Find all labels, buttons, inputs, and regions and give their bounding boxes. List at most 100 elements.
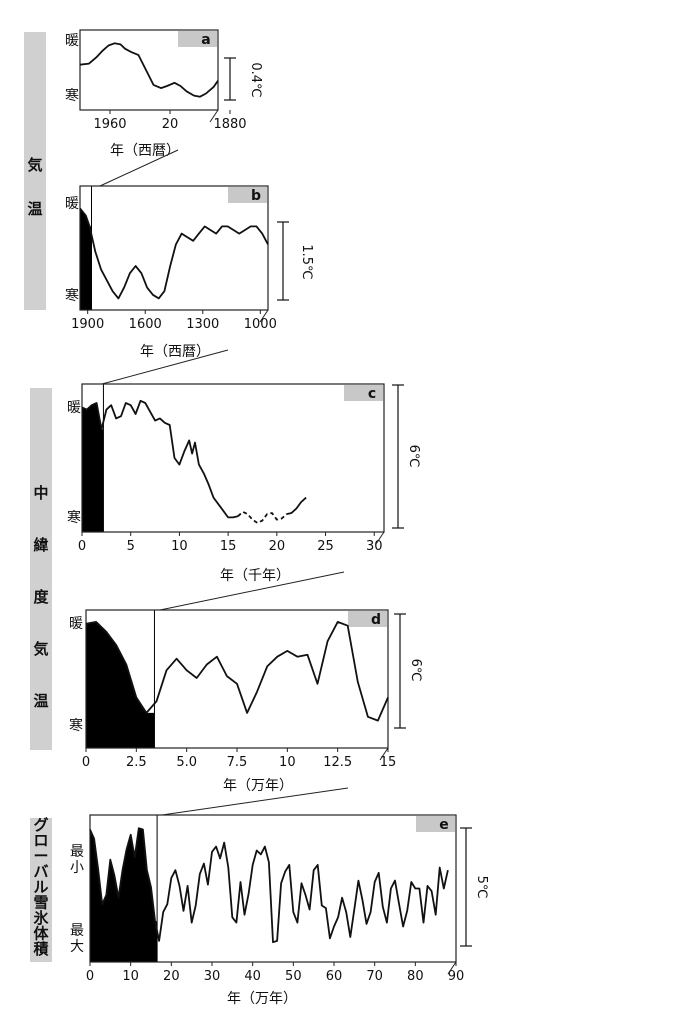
panel-a-tick-label: 1880 [213, 117, 246, 132]
panel-e-tag: e [439, 817, 449, 833]
zoom-connector-0 [99, 149, 179, 187]
panel-c-series-line-0 [81, 399, 239, 519]
panel-c-corner [375, 531, 385, 545]
panel-a-scale-label: 0.4℃ [248, 62, 263, 97]
panel-a-tag-bg [178, 31, 217, 47]
panel-b-tick-label: 1300 [186, 317, 219, 332]
panel-e-series-line-0 [89, 827, 449, 944]
panel-a-frame [79, 29, 219, 111]
panel-b-warm-label: 暖 [65, 196, 79, 212]
svg-text:中: 中 [33, 484, 48, 502]
svg-text:ロ: ロ [33, 832, 48, 850]
panel-b-tick-label: 1600 [129, 317, 162, 332]
panel-c-scale-label: 6℃ [406, 445, 421, 468]
svg-text:寒: 寒 [65, 287, 79, 304]
panel-a-xlabel: 年（西暦） [110, 143, 180, 159]
panel-e-tick-label: 20 [163, 969, 180, 984]
panel-a-cold-label: 寒 [65, 87, 79, 104]
panel-e-tick-label: 60 [326, 969, 343, 984]
panel-d-tick-label: 10 [279, 755, 296, 770]
svg-text:積: 積 [32, 940, 49, 958]
svg-text:氷: 氷 [33, 909, 49, 927]
panel-e: e 0 10 20 30 40 50 60 70 80 90 5℃ 年（万年） [86, 814, 489, 1007]
panel-e-frame [89, 814, 457, 963]
panel-a-corner [209, 109, 219, 123]
panel-d-filled-area [86, 621, 155, 748]
panel-d-tick-label: 2.5 [126, 755, 147, 770]
svg-text:度: 度 [33, 588, 49, 606]
zoom-connector-1 [101, 349, 229, 385]
side-label-air-temp [24, 32, 46, 310]
side-label-air-temp-text: 気温 [27, 156, 42, 218]
panel-d-tick-label: 0 [82, 755, 90, 770]
panel-b-tag-bg [228, 187, 267, 203]
panel-c-tick-label: 25 [317, 539, 334, 554]
panel-d: d 0 2.5 5.0 7.5 10 12.5 15 6℃ 年（万年） [82, 609, 423, 794]
panel-e-scale-label: 5℃ [474, 876, 489, 899]
panel-c-tag-bg [344, 385, 383, 401]
panel-e-tick-label: 90 [448, 969, 465, 984]
panel-b-cold-label: 寒 [65, 287, 79, 304]
svg-text:雪: 雪 [33, 894, 48, 912]
svg-text:小: 小 [70, 860, 84, 876]
side-label-mid-lat [30, 388, 52, 750]
panel-a-tag: a [201, 32, 210, 48]
svg-text:大: 大 [70, 939, 84, 955]
panel-d-xlabel: 年（万年） [223, 778, 293, 794]
panel-c-filled-area [82, 403, 104, 532]
panel-c-tick-label: 0 [78, 539, 86, 554]
panel-e-tick-label: 10 [122, 969, 139, 984]
panel-e-tick-label: 0 [86, 969, 94, 984]
panel-b-scale-label: 1.5℃ [299, 244, 314, 279]
panel-d-tick-label: 7.5 [227, 755, 248, 770]
panel-e-cold-label: 最大 [70, 923, 84, 955]
panel-e-tick-label: 30 [204, 969, 221, 984]
panel-d-corner [379, 747, 389, 761]
panel-e-corner [447, 961, 457, 975]
panel-c-tick-label: 15 [220, 539, 237, 554]
svg-text:寒: 寒 [69, 717, 83, 734]
panel-d-tick-label: 12.5 [323, 755, 352, 770]
side-label-ice [30, 818, 52, 962]
panel-c-tick-label: 10 [171, 539, 188, 554]
panel-c: c 0 5 10 15 20 25 30 6℃ 年（千年） [78, 383, 421, 584]
panel-c-frame [81, 383, 385, 533]
panel-d-tag-bg [348, 611, 387, 627]
panel-c-tag: c [368, 386, 376, 402]
panel-e-tick-label: 50 [285, 969, 302, 984]
panel-a-warm-label: 暖 [65, 33, 79, 49]
svg-text:暖: 暖 [67, 400, 81, 416]
svg-text:温: 温 [33, 692, 48, 710]
zoom-connector-3 [161, 787, 349, 816]
svg-text:温: 温 [27, 200, 42, 218]
svg-text:寒: 寒 [67, 509, 81, 526]
svg-text:最: 最 [70, 923, 84, 939]
panel-d-tick-label: 15 [380, 755, 397, 770]
panel-a-series-line-0 [79, 42, 219, 98]
panel-a: a 1960 20 1880 0.4℃ 年（西暦） [79, 29, 263, 159]
panel-d-series-line-0 [85, 621, 389, 722]
panel-c-xlabel: 年（千年） [220, 568, 290, 584]
panel-d-warm-label: 暖 [69, 616, 83, 632]
panel-d-scale-label: 6℃ [408, 659, 423, 682]
panel-b-filled-area [80, 208, 92, 310]
panel-e-filled-area [90, 828, 158, 962]
zoom-connector-2 [159, 571, 345, 611]
panel-b-xlabel: 年（西暦） [140, 344, 210, 360]
svg-text:寒: 寒 [65, 87, 79, 104]
panel-e-tick-label: 70 [366, 969, 383, 984]
panel-c-tick-label: 30 [366, 539, 383, 554]
svg-text:暖: 暖 [65, 196, 79, 212]
svg-text:暖: 暖 [69, 616, 83, 632]
panel-e-tag-bg [416, 816, 455, 832]
panel-c-series-line-2 [286, 496, 307, 515]
panel-b-corner [259, 309, 269, 323]
panel-e-tick-label: 80 [407, 969, 424, 984]
svg-text:ル: ル [33, 878, 48, 896]
svg-text:体: 体 [33, 925, 49, 943]
panel-b-tick-label: 1000 [244, 317, 277, 332]
panel-a-tick-label: 1960 [93, 117, 126, 132]
